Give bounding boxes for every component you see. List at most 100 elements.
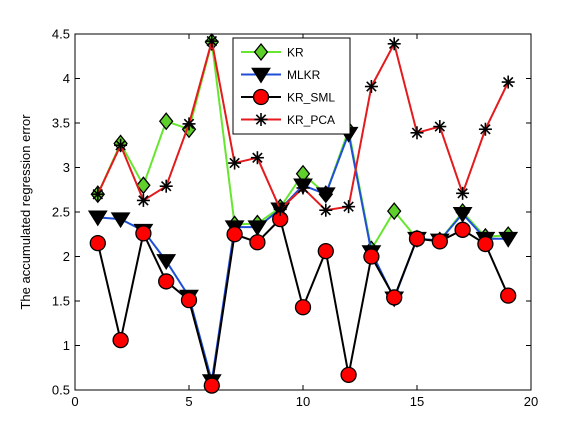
y-tick-label: 3 [63,160,70,175]
x-tick-label: 0 [71,394,78,409]
asterisk-stroke [252,152,263,163]
legend-entry-kr-pca: KR_PCA [241,113,335,127]
data-point-mlkr [498,231,519,248]
data-point-mlkr [315,187,336,204]
data-point-kr-pca [387,37,401,51]
data-point-kr-pca [182,117,196,131]
data-point-mlkr [156,254,177,270]
legend-entry-mlkr: MLKR [241,67,321,84]
x-tick-label: 15 [410,394,424,409]
data-point-mlkr [110,212,131,229]
asterisk-stroke [343,201,354,212]
data-point-kr-sml [431,233,448,250]
data-point-kr-pca [501,75,515,89]
data-point-kr-pca [342,200,356,214]
data-point-kr-sml [363,248,380,265]
data-point-kr-sml [249,234,266,251]
legend-label: KR_SML [287,91,335,105]
asterisk-stroke [183,118,195,130]
data-point-kr-sml [317,243,334,260]
data-point-kr [136,176,151,195]
asterisk-stroke [206,35,218,47]
asterisk-stroke [388,38,400,50]
data-point-kr-pca [228,156,242,170]
asterisk-stroke [138,195,149,206]
data-point-kr-sml [158,273,175,290]
axis-ticks: 0 5 10 15 20 0.5 1 1.5 2 2.5 3 3.5 4 4.5 [52,27,538,410]
data-point-kr-pca [114,138,128,152]
x-tick-label: 5 [185,394,192,409]
data-point-kr-sml [135,225,152,242]
data-point-kr-pca [433,120,447,134]
data-point-kr-sml [477,235,494,253]
asterisk-stroke [411,127,423,139]
legend-label: MLKR [287,68,321,82]
data-point-kr-pca [136,193,150,207]
asterisk-stroke [229,157,240,169]
legend-entry-kr-sml: KR_SML [241,88,335,106]
data-point-kr-pca [364,80,378,94]
legend-box [232,37,351,135]
legend: KR MLKR KR_SML KR_PCA [232,37,351,135]
data-point-kr-pca [159,179,173,193]
asterisk-stroke [297,182,309,194]
data-point-kr-pca [478,122,492,136]
legend-label: KR_PCA [287,113,335,127]
data-point-kr [386,202,402,221]
x-tick-label: 20 [524,394,538,409]
legend-marker [251,67,271,84]
asterisk-stroke [92,188,104,200]
legend-entry-kr: KR [241,42,304,62]
data-point-kr-pca [205,34,219,48]
data-point-kr-pca [296,181,310,195]
asterisk-stroke [160,180,172,192]
y-tick-label: 1.5 [52,294,70,309]
data-point-kr-sml [408,230,426,247]
data-point-kr-sml [294,299,312,316]
y-tick-label: 2.5 [52,205,70,220]
asterisk-stroke [502,76,514,88]
data-point-kr-sml [203,377,220,394]
asterisk-stroke [255,114,267,125]
data-point-kr [158,112,174,131]
legend-marker [252,88,270,106]
data-point-kr-sml [89,234,106,252]
series-kr-sml [89,210,517,394]
data-point-kr-sml [386,289,403,306]
data-point-kr-sml [340,366,357,384]
x-tick-label: 10 [296,394,310,409]
y-tick-label: 4 [63,71,70,86]
series-kr-pca [91,34,515,217]
asterisk-stroke [434,121,446,132]
y-tick-label: 0.5 [52,383,70,398]
y-tick-label: 4.5 [52,27,70,42]
data-point-kr-pca [319,203,333,217]
data-point-mlkr [452,206,473,223]
data-point-mlkr [247,220,268,237]
data-point-kr-sml [112,332,129,349]
legend-label: KR [287,46,304,60]
y-tick-label: 2 [63,249,70,264]
asterisk-stroke [274,204,286,215]
y-axis-label: The accumulated regression error [18,114,33,310]
asterisk-stroke [115,140,126,151]
y-tick-label: 1 [63,338,70,353]
data-point-kr-pca [91,187,105,201]
data-point-kr-sml [500,287,517,304]
data-point-kr-sml [454,221,471,238]
data-point-kr-pca [273,202,287,216]
y-tick-label: 3.5 [52,116,70,131]
data-point-kr-sml [226,226,243,243]
asterisk-stroke [366,81,377,92]
asterisk-stroke [480,123,491,135]
data-point-kr-pca [410,126,424,140]
legend-marker [253,42,269,62]
asterisk-stroke [457,188,468,199]
asterisk-stroke [320,204,332,216]
data-point-mlkr [87,210,108,227]
data-point-kr-sml [180,291,198,309]
data-point-kr-pca [250,151,264,165]
data-point-kr-pca [456,186,470,200]
legend-marker [254,113,268,126]
